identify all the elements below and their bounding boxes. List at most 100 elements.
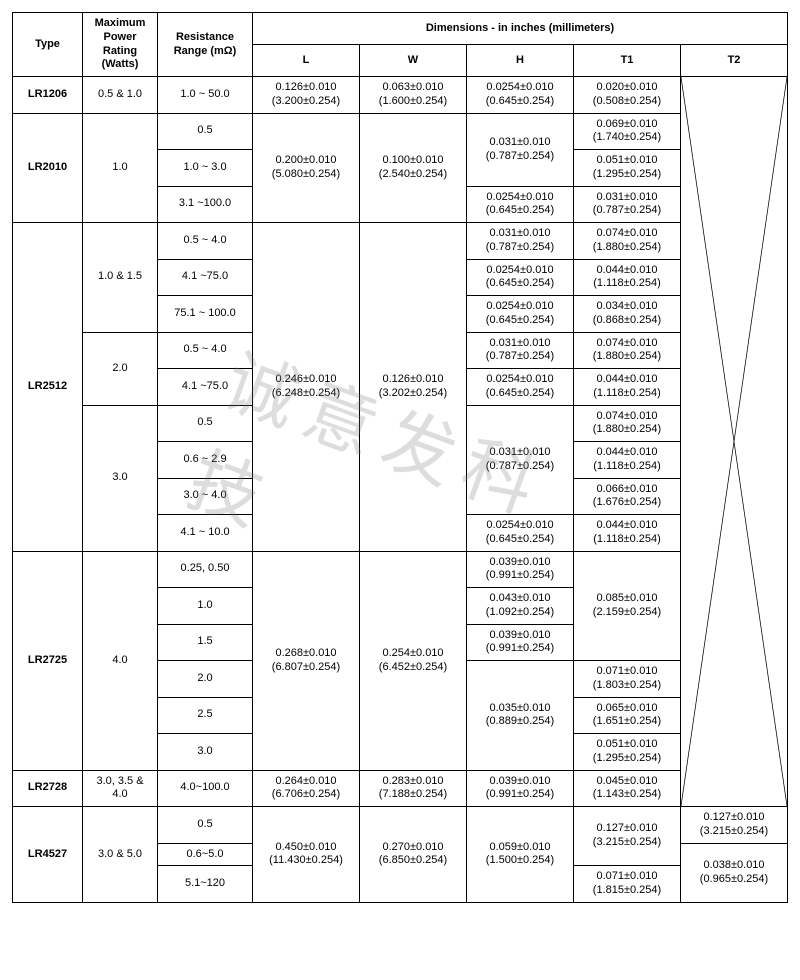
cell-power: 0.5 & 1.0 [83,77,158,114]
cell-type: LR2010 [13,113,83,223]
cell-T1: 0.051±0.010 (1.295±0.254) [574,734,681,771]
cell-W: 0.063±0.010 (1.600±0.254) [360,77,467,114]
cell-res: 4.1 ~75.0 [158,369,253,406]
cell-H: 0.0254±0.010 (0.645±0.254) [467,186,574,223]
cell-res: 0.6 ~ 2.9 [158,442,253,479]
header-W: W [360,45,467,77]
cell-T1: 0.031±0.010 (0.787±0.254) [574,186,681,223]
cell-res: 0.5 ~ 4.0 [158,332,253,369]
cell-T1: 0.071±0.010 (1.815±0.254) [574,866,681,903]
cell-power: 2.0 [83,332,158,405]
cell-H: 0.035±0.010 (0.889±0.254) [467,661,574,771]
cell-H: 0.059±0.010 (1.500±0.254) [467,807,574,903]
cell-L: 0.450±0.010 (11.430±0.254) [253,807,360,903]
cell-res: 1.5 [158,624,253,661]
cell-H: 0.031±0.010 (0.787±0.254) [467,113,574,186]
cell-H: 0.039±0.010 (0.991±0.254) [467,770,574,807]
cell-T1: 0.085±0.010 (2.159±0.254) [574,551,681,661]
cell-T1: 0.034±0.010 (0.868±0.254) [574,296,681,333]
header-T1: T1 [574,45,681,77]
cell-type: LR2728 [13,770,83,807]
cell-W: 0.100±0.010 (2.540±0.254) [360,113,467,223]
table-row: LR4527 3.0 & 5.0 0.5 0.450±0.010 (11.430… [13,807,788,844]
cell-W: 0.270±0.010 (6.850±0.254) [360,807,467,903]
cell-T1: 0.051±0.010 (1.295±0.254) [574,150,681,187]
cell-power: 3.0 & 5.0 [83,807,158,903]
cell-T1: 0.044±0.010 (1.118±0.254) [574,259,681,296]
cell-res: 1.0 ~ 50.0 [158,77,253,114]
table-row: LR1206 0.5 & 1.0 1.0 ~ 50.0 0.126±0.010 … [13,77,788,114]
header-L: L [253,45,360,77]
table-row: LR2725 4.0 0.25, 0.50 0.268±0.010 (6.807… [13,551,788,588]
cell-H: 0.0254±0.010 (0.645±0.254) [467,259,574,296]
cell-type: LR2512 [13,223,83,552]
cell-T1: 0.127±0.010 (3.215±0.254) [574,807,681,866]
cell-res: 4.1 ~75.0 [158,259,253,296]
cell-res: 4.0~100.0 [158,770,253,807]
table-row: LR2512 1.0 & 1.5 0.5 ~ 4.0 0.246±0.010 (… [13,223,788,260]
cell-type: LR1206 [13,77,83,114]
cell-res: 1.0 [158,588,253,625]
cell-type: LR2725 [13,551,83,770]
cell-T1: 0.066±0.010 (1.676±0.254) [574,478,681,515]
cell-W: 0.126±0.010 (3.202±0.254) [360,223,467,552]
cell-res: 3.1 ~100.0 [158,186,253,223]
header-resistance: Resistance Range (mΩ) [158,13,253,77]
cell-L: 0.264±0.010 (6.706±0.254) [253,770,360,807]
cell-T2-x [681,77,788,807]
cell-H: 0.0254±0.010 (0.645±0.254) [467,77,574,114]
header-H: H [467,45,574,77]
cell-L: 0.246±0.010 (6.248±0.254) [253,223,360,552]
table-row: LR2728 3.0, 3.5 & 4.0 4.0~100.0 0.264±0.… [13,770,788,807]
cell-power: 4.0 [83,551,158,770]
cell-H: 0.0254±0.010 (0.645±0.254) [467,296,574,333]
cell-W: 0.283±0.010 (7.188±0.254) [360,770,467,807]
cell-power: 1.0 [83,113,158,223]
cell-T1: 0.071±0.010 (1.803±0.254) [574,661,681,698]
cell-H: 0.0254±0.010 (0.645±0.254) [467,515,574,552]
cell-T1: 0.074±0.010 (1.880±0.254) [574,223,681,260]
cell-power: 3.0, 3.5 & 4.0 [83,770,158,807]
header-power: Maximum Power Rating (Watts) [83,13,158,77]
cell-T1: 0.074±0.010 (1.880±0.254) [574,332,681,369]
cell-power: 3.0 [83,405,158,551]
cell-res: 5.1~120 [158,866,253,903]
cell-L: 0.200±0.010 (5.080±0.254) [253,113,360,223]
spec-table: Type Maximum Power Rating (Watts) Resist… [12,12,788,903]
cell-H: 0.039±0.010 (0.991±0.254) [467,624,574,661]
cell-T1: 0.069±0.010 (1.740±0.254) [574,113,681,150]
cell-res: 75.1 ~ 100.0 [158,296,253,333]
cell-T1: 0.044±0.010 (1.118±0.254) [574,515,681,552]
cell-L: 0.126±0.010 (3.200±0.254) [253,77,360,114]
cell-T2: 0.038±0.010 (0.965±0.254) [681,843,788,902]
cell-T1: 0.074±0.010 (1.880±0.254) [574,405,681,442]
cell-power: 1.0 & 1.5 [83,223,158,333]
header-dimensions: Dimensions - in inches (millimeters) [253,13,788,45]
cell-T1: 0.044±0.010 (1.118±0.254) [574,442,681,479]
cell-res: 4.1 ~ 10.0 [158,515,253,552]
cell-res: 0.5 [158,405,253,442]
cell-res: 2.5 [158,697,253,734]
header-T2: T2 [681,45,788,77]
cell-res: 2.0 [158,661,253,698]
cell-W: 0.254±0.010 (6.452±0.254) [360,551,467,770]
cell-L: 0.268±0.010 (6.807±0.254) [253,551,360,770]
cell-T2: 0.127±0.010 (3.215±0.254) [681,807,788,844]
cell-res: 3.0 ~ 4.0 [158,478,253,515]
cell-res: 0.25, 0.50 [158,551,253,588]
cell-H: 0.031±0.010 (0.787±0.254) [467,332,574,369]
cell-res: 1.0 ~ 3.0 [158,150,253,187]
cell-H: 0.039±0.010 (0.991±0.254) [467,551,574,588]
cell-H: 0.031±0.010 (0.787±0.254) [467,223,574,260]
cell-H: 0.0254±0.010 (0.645±0.254) [467,369,574,406]
cell-T1: 0.045±0.010 (1.143±0.254) [574,770,681,807]
cell-res: 0.5 [158,807,253,844]
cell-T1: 0.065±0.010 (1.651±0.254) [574,697,681,734]
cell-res: 0.5 [158,113,253,150]
cell-H: 0.043±0.010 (1.092±0.254) [467,588,574,625]
cell-res: 0.5 ~ 4.0 [158,223,253,260]
cell-T1: 0.020±0.010 (0.508±0.254) [574,77,681,114]
cell-res: 0.6~5.0 [158,843,253,866]
cell-H: 0.031±0.010 (0.787±0.254) [467,405,574,515]
header-type: Type [13,13,83,77]
